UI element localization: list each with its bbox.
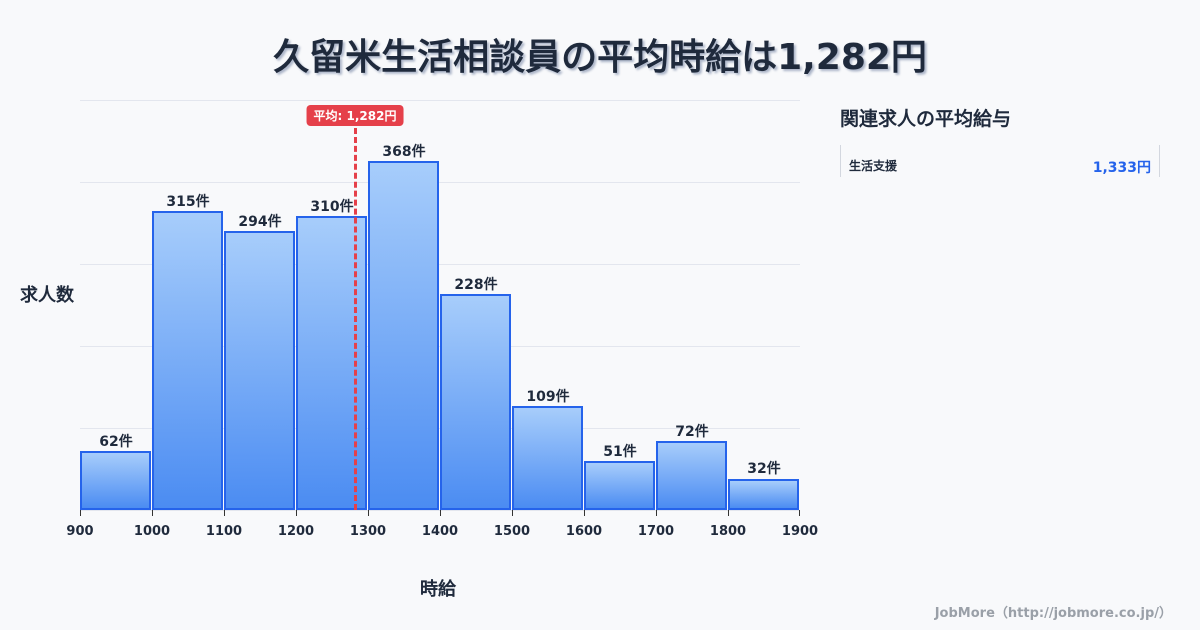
bar-value-label: 294件 (238, 214, 282, 230)
x-tick (728, 510, 729, 516)
x-tick-label: 1300 (349, 524, 387, 539)
gridline (80, 100, 800, 101)
bar-value-label: 310件 (310, 199, 354, 215)
related-salary-title: 関連求人の平均給与 (840, 108, 1012, 130)
bar-value-label: 368件 (382, 144, 426, 160)
bar-value-label: 72件 (675, 424, 709, 440)
related-job-salary: 1,333円 (1092, 160, 1151, 176)
x-tick (80, 510, 81, 516)
bar-value-label: 62件 (99, 434, 133, 450)
x-tick-label: 1100 (205, 524, 243, 539)
x-tick-label: 1000 (133, 524, 171, 539)
histogram-bar (440, 294, 511, 510)
x-axis-label: 時給 (420, 579, 456, 600)
histogram-bar (656, 441, 727, 510)
x-tick-label: 1200 (277, 524, 315, 539)
histogram-bar (152, 211, 223, 510)
histogram-bar (728, 479, 799, 510)
x-tick (296, 510, 297, 516)
plot-area: 62件 315件 294件 310件 368件 228件 109件 51件 72… (66, 100, 818, 539)
x-tick-label: 900 (66, 524, 94, 539)
x-tick (368, 510, 369, 516)
bar-value-label: 51件 (603, 444, 637, 460)
chart-title: 久留米生活相談員の平均時給は1,282円 (273, 37, 927, 78)
histogram-bar (224, 231, 295, 510)
x-tick (799, 510, 800, 516)
bar-value-label: 32件 (747, 461, 781, 477)
x-tick-label: 1700 (637, 524, 675, 539)
bar-value-label: 315件 (166, 194, 210, 210)
x-tick (584, 510, 585, 516)
gridline (80, 182, 800, 183)
x-tick-label: 1900 (781, 524, 819, 539)
histogram-bar (512, 406, 583, 510)
bar-value-label: 109件 (526, 389, 570, 405)
related-job-name: 生活支援 (849, 159, 898, 173)
histogram-bar (80, 451, 151, 510)
histogram-bar (368, 161, 439, 510)
bar-value-label: 228件 (454, 277, 498, 293)
x-tick-label: 1500 (493, 524, 531, 539)
mean-badge: 平均: 1,282円 (306, 105, 404, 126)
x-tick-label: 1800 (709, 524, 747, 539)
x-tick (656, 510, 657, 516)
related-salary-item: 生活支援 1,333円 (840, 145, 1160, 177)
x-tick (512, 510, 513, 516)
histogram-bar (584, 461, 655, 510)
x-tick (440, 510, 441, 516)
x-tick (152, 510, 153, 516)
gridline (80, 264, 800, 265)
footer-credit: JobMore（http://jobmore.co.jp/） (934, 606, 1172, 621)
x-tick (224, 510, 225, 516)
x-tick-label: 1600 (565, 524, 603, 539)
x-tick-label: 1400 (421, 524, 459, 539)
y-axis-label: 求人数 (20, 285, 74, 306)
mean-line (354, 128, 357, 510)
